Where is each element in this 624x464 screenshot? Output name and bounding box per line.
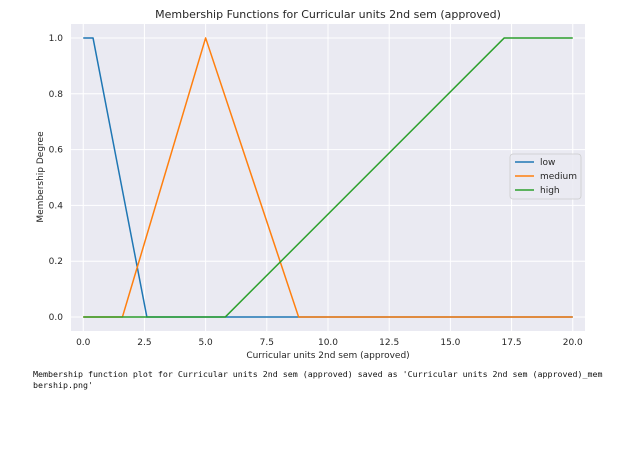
legend-label-low: low xyxy=(540,158,555,168)
console-output: Membership function plot for Curricular … xyxy=(33,369,603,390)
y-axis-label: Membership Degree xyxy=(36,131,46,223)
legend-label-medium: medium xyxy=(540,172,577,182)
chart-figure: Membership Functions for Curricular unit… xyxy=(36,8,585,361)
chart-title: Membership Functions for Curricular unit… xyxy=(155,8,501,21)
x-tick-label: 17.5 xyxy=(502,338,522,348)
tick-labels: 0.0 2.5 5.0 7.5 10.0 12.5 15.0 17.5 20.0 0.0 0.2 0.… xyxy=(49,34,583,348)
x-tick-label: 15.0 xyxy=(440,338,460,348)
series-lines xyxy=(83,37,573,318)
x-tick-label: 7.5 xyxy=(260,338,274,348)
y-tick-label: 0.6 xyxy=(49,146,64,156)
x-tick-label: 20.0 xyxy=(563,338,583,348)
x-axis-label: Curricular units 2nd sem (approved) xyxy=(246,351,409,361)
y-tick-label: 1.0 xyxy=(49,34,64,44)
x-tick-label: 0.0 xyxy=(76,338,91,348)
chart-legend: low medium high xyxy=(509,153,582,200)
y-tick-label: 0.8 xyxy=(49,90,64,100)
membership-chart: Membership Functions for Curricular unit… xyxy=(36,8,585,361)
y-tick-label: 0.4 xyxy=(49,201,64,211)
y-tick-label: 0.2 xyxy=(49,257,63,267)
x-tick-label: 2.5 xyxy=(137,338,151,348)
legend-label-high: high xyxy=(540,186,560,196)
series-line-high xyxy=(83,37,573,318)
x-tick-label: 12.5 xyxy=(379,338,399,348)
legend-box xyxy=(509,153,582,200)
x-tick-label: 10.0 xyxy=(318,338,338,348)
x-tick-label: 5.0 xyxy=(198,338,213,348)
y-tick-label: 0.0 xyxy=(49,313,64,323)
